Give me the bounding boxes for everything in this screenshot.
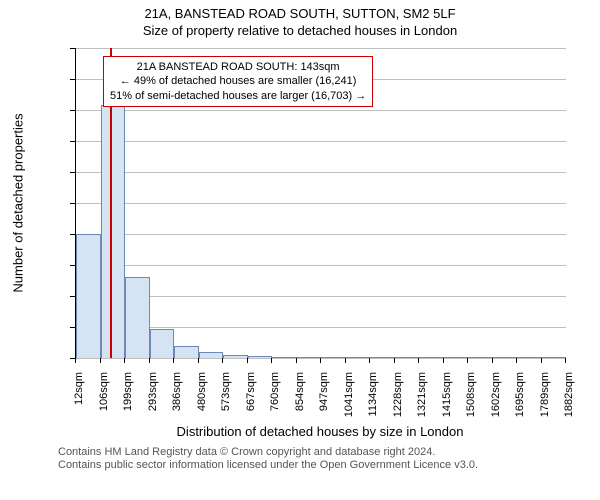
gridline bbox=[76, 141, 566, 142]
histogram-bar bbox=[223, 355, 248, 358]
x-tick-mark bbox=[516, 358, 517, 363]
gridline bbox=[76, 358, 566, 359]
histogram-bar bbox=[419, 357, 444, 358]
x-tick-label: 1882sqm bbox=[563, 372, 575, 417]
y-tick-mark bbox=[70, 79, 75, 80]
histogram-bar bbox=[248, 356, 272, 358]
footer: Contains HM Land Registry data © Crown c… bbox=[58, 446, 478, 472]
x-tick-mark bbox=[345, 358, 346, 363]
y-axis-label: Number of detached properties bbox=[11, 113, 26, 292]
x-tick-label: 667sqm bbox=[245, 372, 257, 411]
histogram-bar bbox=[272, 357, 297, 358]
y-tick-mark bbox=[70, 48, 75, 49]
x-tick-label: 1415sqm bbox=[441, 372, 453, 417]
x-tick-mark bbox=[541, 358, 542, 363]
histogram-bar bbox=[199, 352, 223, 358]
gridline bbox=[76, 110, 566, 111]
chart-title: 21A, BANSTEAD ROAD SOUTH, SUTTON, SM2 5L… bbox=[0, 0, 600, 21]
gridline bbox=[76, 48, 566, 49]
annotation-box: 21A BANSTEAD ROAD SOUTH: 143sqm ← 49% of… bbox=[103, 56, 373, 107]
x-tick-mark bbox=[492, 358, 493, 363]
y-tick-mark bbox=[70, 265, 75, 266]
chart-container: 21A, BANSTEAD ROAD SOUTH, SUTTON, SM2 5L… bbox=[0, 0, 600, 500]
x-tick-mark bbox=[418, 358, 419, 363]
histogram-bar bbox=[395, 357, 419, 358]
footer-line2: Contains public sector information licen… bbox=[58, 459, 478, 472]
y-tick-mark bbox=[70, 234, 75, 235]
histogram-bar bbox=[370, 357, 395, 358]
x-tick-label: 1228sqm bbox=[392, 372, 404, 417]
x-tick-mark bbox=[100, 358, 101, 363]
x-tick-mark bbox=[173, 358, 174, 363]
histogram-bar bbox=[321, 357, 346, 358]
histogram-bar bbox=[468, 357, 493, 358]
x-tick-mark bbox=[443, 358, 444, 363]
gridline bbox=[76, 203, 566, 204]
x-tick-label: 760sqm bbox=[269, 372, 281, 411]
gridline bbox=[76, 172, 566, 173]
gridline bbox=[76, 265, 566, 266]
x-tick-label: 293sqm bbox=[147, 372, 159, 411]
x-tick-mark bbox=[149, 358, 150, 363]
histogram-bar bbox=[444, 357, 468, 358]
histogram-bar bbox=[542, 357, 566, 358]
histogram-bar bbox=[517, 357, 542, 358]
x-tick-label: 106sqm bbox=[98, 372, 110, 411]
x-tick-mark bbox=[467, 358, 468, 363]
x-tick-mark bbox=[320, 358, 321, 363]
x-tick-label: 1508sqm bbox=[465, 372, 477, 417]
x-tick-label: 854sqm bbox=[294, 372, 306, 411]
footer-line1: Contains HM Land Registry data © Crown c… bbox=[58, 446, 478, 459]
x-tick-mark bbox=[394, 358, 395, 363]
histogram-bar bbox=[76, 234, 101, 358]
x-tick-mark bbox=[271, 358, 272, 363]
annotation-line2: ← 49% of detached houses are smaller (16… bbox=[110, 74, 366, 88]
histogram-bar bbox=[101, 105, 125, 358]
x-axis-label: Distribution of detached houses by size … bbox=[177, 424, 464, 439]
histogram-bar bbox=[346, 357, 370, 358]
x-tick-label: 1134sqm bbox=[367, 372, 379, 416]
histogram-bar bbox=[297, 357, 321, 358]
x-tick-mark bbox=[247, 358, 248, 363]
histogram-bar bbox=[174, 346, 199, 358]
y-tick-mark bbox=[70, 296, 75, 297]
x-tick-label: 386sqm bbox=[171, 372, 183, 411]
y-tick-mark bbox=[70, 203, 75, 204]
y-tick-mark bbox=[70, 172, 75, 173]
x-tick-mark bbox=[124, 358, 125, 363]
histogram-bar bbox=[125, 277, 150, 358]
y-tick-mark bbox=[70, 110, 75, 111]
x-tick-label: 1041sqm bbox=[343, 372, 355, 417]
y-tick-mark bbox=[70, 327, 75, 328]
x-tick-label: 947sqm bbox=[318, 372, 330, 411]
x-tick-label: 199sqm bbox=[122, 372, 134, 411]
x-tick-mark bbox=[75, 358, 76, 363]
annotation-line3: 51% of semi-detached houses are larger (… bbox=[110, 89, 366, 103]
histogram-bar bbox=[493, 357, 517, 358]
histogram-bar bbox=[150, 329, 174, 358]
x-tick-label: 1789sqm bbox=[539, 372, 551, 417]
x-tick-mark bbox=[565, 358, 566, 363]
x-tick-label: 573sqm bbox=[220, 372, 232, 411]
x-tick-mark bbox=[222, 358, 223, 363]
x-tick-label: 1321sqm bbox=[416, 372, 428, 417]
x-tick-label: 1695sqm bbox=[514, 372, 526, 417]
x-tick-mark bbox=[369, 358, 370, 363]
x-tick-label: 480sqm bbox=[196, 372, 208, 411]
x-tick-label: 12sqm bbox=[73, 372, 85, 405]
y-tick-mark bbox=[70, 141, 75, 142]
gridline bbox=[76, 234, 566, 235]
x-tick-mark bbox=[198, 358, 199, 363]
x-tick-label: 1602sqm bbox=[490, 372, 502, 417]
annotation-line1: 21A BANSTEAD ROAD SOUTH: 143sqm bbox=[110, 60, 366, 74]
chart-subtitle: Size of property relative to detached ho… bbox=[0, 21, 600, 38]
x-tick-mark bbox=[296, 358, 297, 363]
